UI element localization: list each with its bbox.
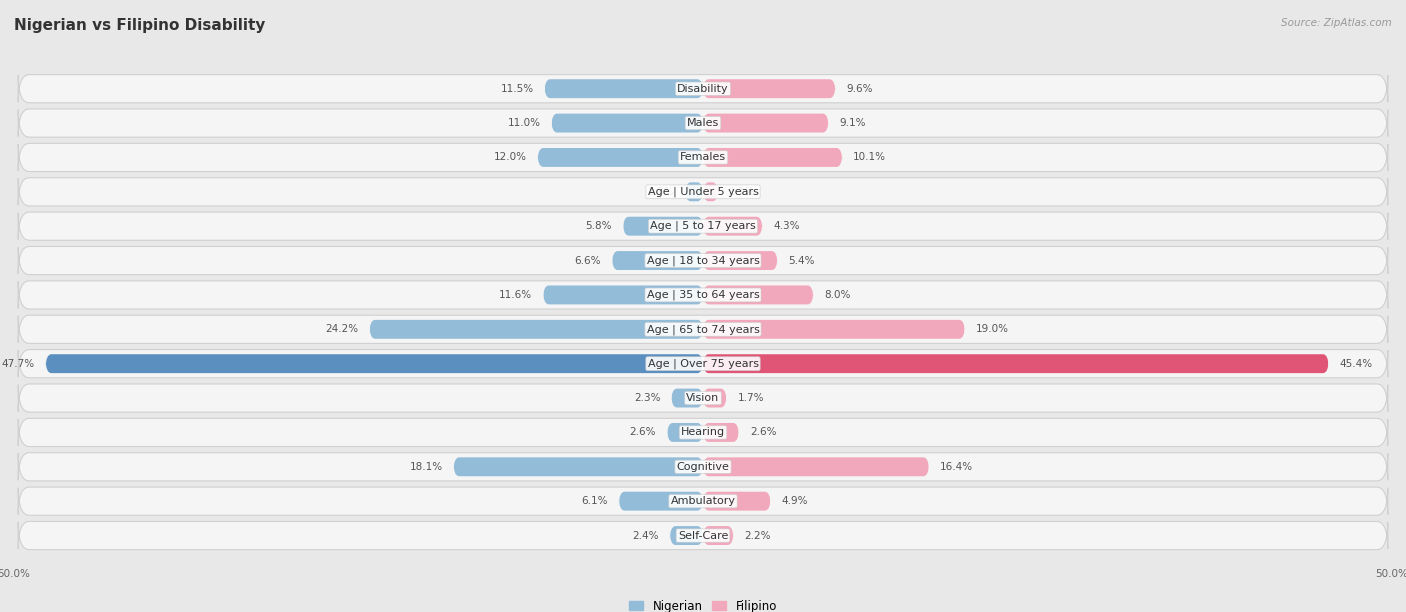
Text: 9.6%: 9.6%: [846, 84, 873, 94]
Text: Hearing: Hearing: [681, 427, 725, 438]
FancyBboxPatch shape: [703, 389, 727, 408]
FancyBboxPatch shape: [18, 75, 1388, 103]
Text: 11.0%: 11.0%: [508, 118, 540, 128]
Text: 1.7%: 1.7%: [738, 393, 763, 403]
Text: Age | 18 to 34 years: Age | 18 to 34 years: [647, 255, 759, 266]
FancyBboxPatch shape: [18, 384, 1388, 412]
FancyBboxPatch shape: [18, 453, 1388, 481]
FancyBboxPatch shape: [551, 114, 703, 133]
Text: 8.0%: 8.0%: [824, 290, 851, 300]
FancyBboxPatch shape: [612, 251, 703, 270]
FancyBboxPatch shape: [703, 217, 762, 236]
Text: 5.4%: 5.4%: [789, 256, 815, 266]
FancyBboxPatch shape: [671, 389, 703, 408]
Text: 1.3%: 1.3%: [648, 187, 673, 197]
Text: 10.1%: 10.1%: [853, 152, 886, 162]
Text: 24.2%: 24.2%: [325, 324, 359, 334]
Text: 12.0%: 12.0%: [494, 152, 527, 162]
Text: Ambulatory: Ambulatory: [671, 496, 735, 506]
FancyBboxPatch shape: [703, 491, 770, 510]
Text: 6.6%: 6.6%: [575, 256, 600, 266]
Text: 6.1%: 6.1%: [582, 496, 607, 506]
Text: Males: Males: [688, 118, 718, 128]
FancyBboxPatch shape: [669, 526, 703, 545]
Text: Age | Under 5 years: Age | Under 5 years: [648, 187, 758, 197]
FancyBboxPatch shape: [18, 281, 1388, 309]
Text: Age | 35 to 64 years: Age | 35 to 64 years: [647, 289, 759, 300]
Text: Source: ZipAtlas.com: Source: ZipAtlas.com: [1281, 18, 1392, 28]
FancyBboxPatch shape: [18, 177, 1388, 206]
FancyBboxPatch shape: [703, 354, 1329, 373]
Text: 2.6%: 2.6%: [749, 427, 776, 438]
FancyBboxPatch shape: [703, 114, 828, 133]
Text: Disability: Disability: [678, 84, 728, 94]
Text: 16.4%: 16.4%: [941, 462, 973, 472]
Text: 4.3%: 4.3%: [773, 221, 800, 231]
Text: 5.8%: 5.8%: [585, 221, 612, 231]
Text: Age | 65 to 74 years: Age | 65 to 74 years: [647, 324, 759, 335]
FancyBboxPatch shape: [703, 285, 813, 304]
Text: 18.1%: 18.1%: [409, 462, 443, 472]
Text: 9.1%: 9.1%: [839, 118, 866, 128]
FancyBboxPatch shape: [703, 79, 835, 98]
FancyBboxPatch shape: [18, 212, 1388, 241]
FancyBboxPatch shape: [18, 315, 1388, 343]
FancyBboxPatch shape: [703, 526, 734, 545]
Text: Cognitive: Cognitive: [676, 462, 730, 472]
FancyBboxPatch shape: [46, 354, 703, 373]
FancyBboxPatch shape: [703, 182, 718, 201]
Text: Age | Over 75 years: Age | Over 75 years: [648, 359, 758, 369]
Text: 4.9%: 4.9%: [782, 496, 808, 506]
FancyBboxPatch shape: [18, 487, 1388, 515]
Text: 11.5%: 11.5%: [501, 84, 533, 94]
FancyBboxPatch shape: [18, 521, 1388, 550]
FancyBboxPatch shape: [18, 143, 1388, 171]
Text: Nigerian vs Filipino Disability: Nigerian vs Filipino Disability: [14, 18, 266, 34]
Text: 2.6%: 2.6%: [630, 427, 657, 438]
FancyBboxPatch shape: [619, 491, 703, 510]
FancyBboxPatch shape: [668, 423, 703, 442]
Text: Vision: Vision: [686, 393, 720, 403]
FancyBboxPatch shape: [703, 251, 778, 270]
Text: 19.0%: 19.0%: [976, 324, 1010, 334]
Text: Self-Care: Self-Care: [678, 531, 728, 540]
Text: 2.3%: 2.3%: [634, 393, 661, 403]
FancyBboxPatch shape: [18, 247, 1388, 275]
FancyBboxPatch shape: [454, 457, 703, 476]
FancyBboxPatch shape: [18, 109, 1388, 137]
FancyBboxPatch shape: [18, 419, 1388, 447]
Text: 2.4%: 2.4%: [633, 531, 659, 540]
Legend: Nigerian, Filipino: Nigerian, Filipino: [624, 595, 782, 612]
Text: Females: Females: [681, 152, 725, 162]
FancyBboxPatch shape: [370, 320, 703, 339]
Text: 47.7%: 47.7%: [1, 359, 35, 368]
FancyBboxPatch shape: [703, 423, 738, 442]
Text: 1.1%: 1.1%: [730, 187, 755, 197]
Text: 11.6%: 11.6%: [499, 290, 531, 300]
FancyBboxPatch shape: [543, 285, 703, 304]
FancyBboxPatch shape: [703, 148, 842, 167]
Text: 45.4%: 45.4%: [1340, 359, 1372, 368]
FancyBboxPatch shape: [703, 320, 965, 339]
Text: Age | 5 to 17 years: Age | 5 to 17 years: [650, 221, 756, 231]
FancyBboxPatch shape: [18, 349, 1388, 378]
FancyBboxPatch shape: [703, 457, 929, 476]
FancyBboxPatch shape: [537, 148, 703, 167]
FancyBboxPatch shape: [685, 182, 703, 201]
Text: 2.2%: 2.2%: [744, 531, 770, 540]
FancyBboxPatch shape: [544, 79, 703, 98]
FancyBboxPatch shape: [623, 217, 703, 236]
